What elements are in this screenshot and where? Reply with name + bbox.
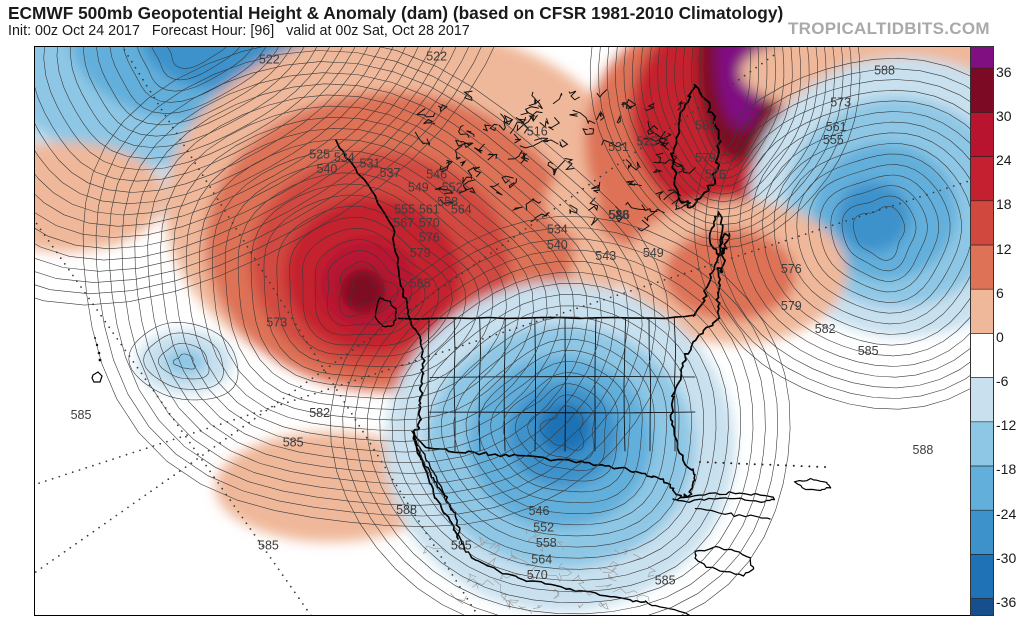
svg-text:582: 582 bbox=[309, 406, 330, 420]
svg-text:585: 585 bbox=[451, 539, 472, 553]
svg-text:588: 588 bbox=[913, 443, 934, 457]
svg-text:573: 573 bbox=[266, 316, 287, 330]
svg-text:531: 531 bbox=[608, 140, 629, 154]
svg-text:579: 579 bbox=[410, 246, 431, 260]
svg-text:522: 522 bbox=[259, 53, 280, 67]
svg-text:582: 582 bbox=[815, 322, 836, 336]
svg-text:585: 585 bbox=[858, 344, 879, 358]
svg-text:543: 543 bbox=[595, 249, 616, 263]
svg-text:555: 555 bbox=[394, 202, 415, 216]
svg-text:585: 585 bbox=[258, 539, 279, 553]
svg-text:588: 588 bbox=[874, 63, 895, 77]
svg-text:537: 537 bbox=[380, 166, 401, 180]
svg-text:570: 570 bbox=[527, 568, 548, 582]
svg-text:576: 576 bbox=[705, 168, 726, 182]
svg-text:585: 585 bbox=[71, 408, 92, 422]
svg-text:534: 534 bbox=[547, 223, 568, 237]
svg-text:576: 576 bbox=[781, 262, 802, 276]
svg-text:552: 552 bbox=[533, 521, 554, 535]
svg-text:576: 576 bbox=[419, 231, 440, 245]
svg-text:522: 522 bbox=[426, 50, 447, 64]
svg-text:585: 585 bbox=[283, 435, 304, 449]
svg-text:558: 558 bbox=[536, 536, 557, 550]
svg-text:561: 561 bbox=[419, 202, 440, 216]
svg-text:525: 525 bbox=[309, 148, 330, 162]
